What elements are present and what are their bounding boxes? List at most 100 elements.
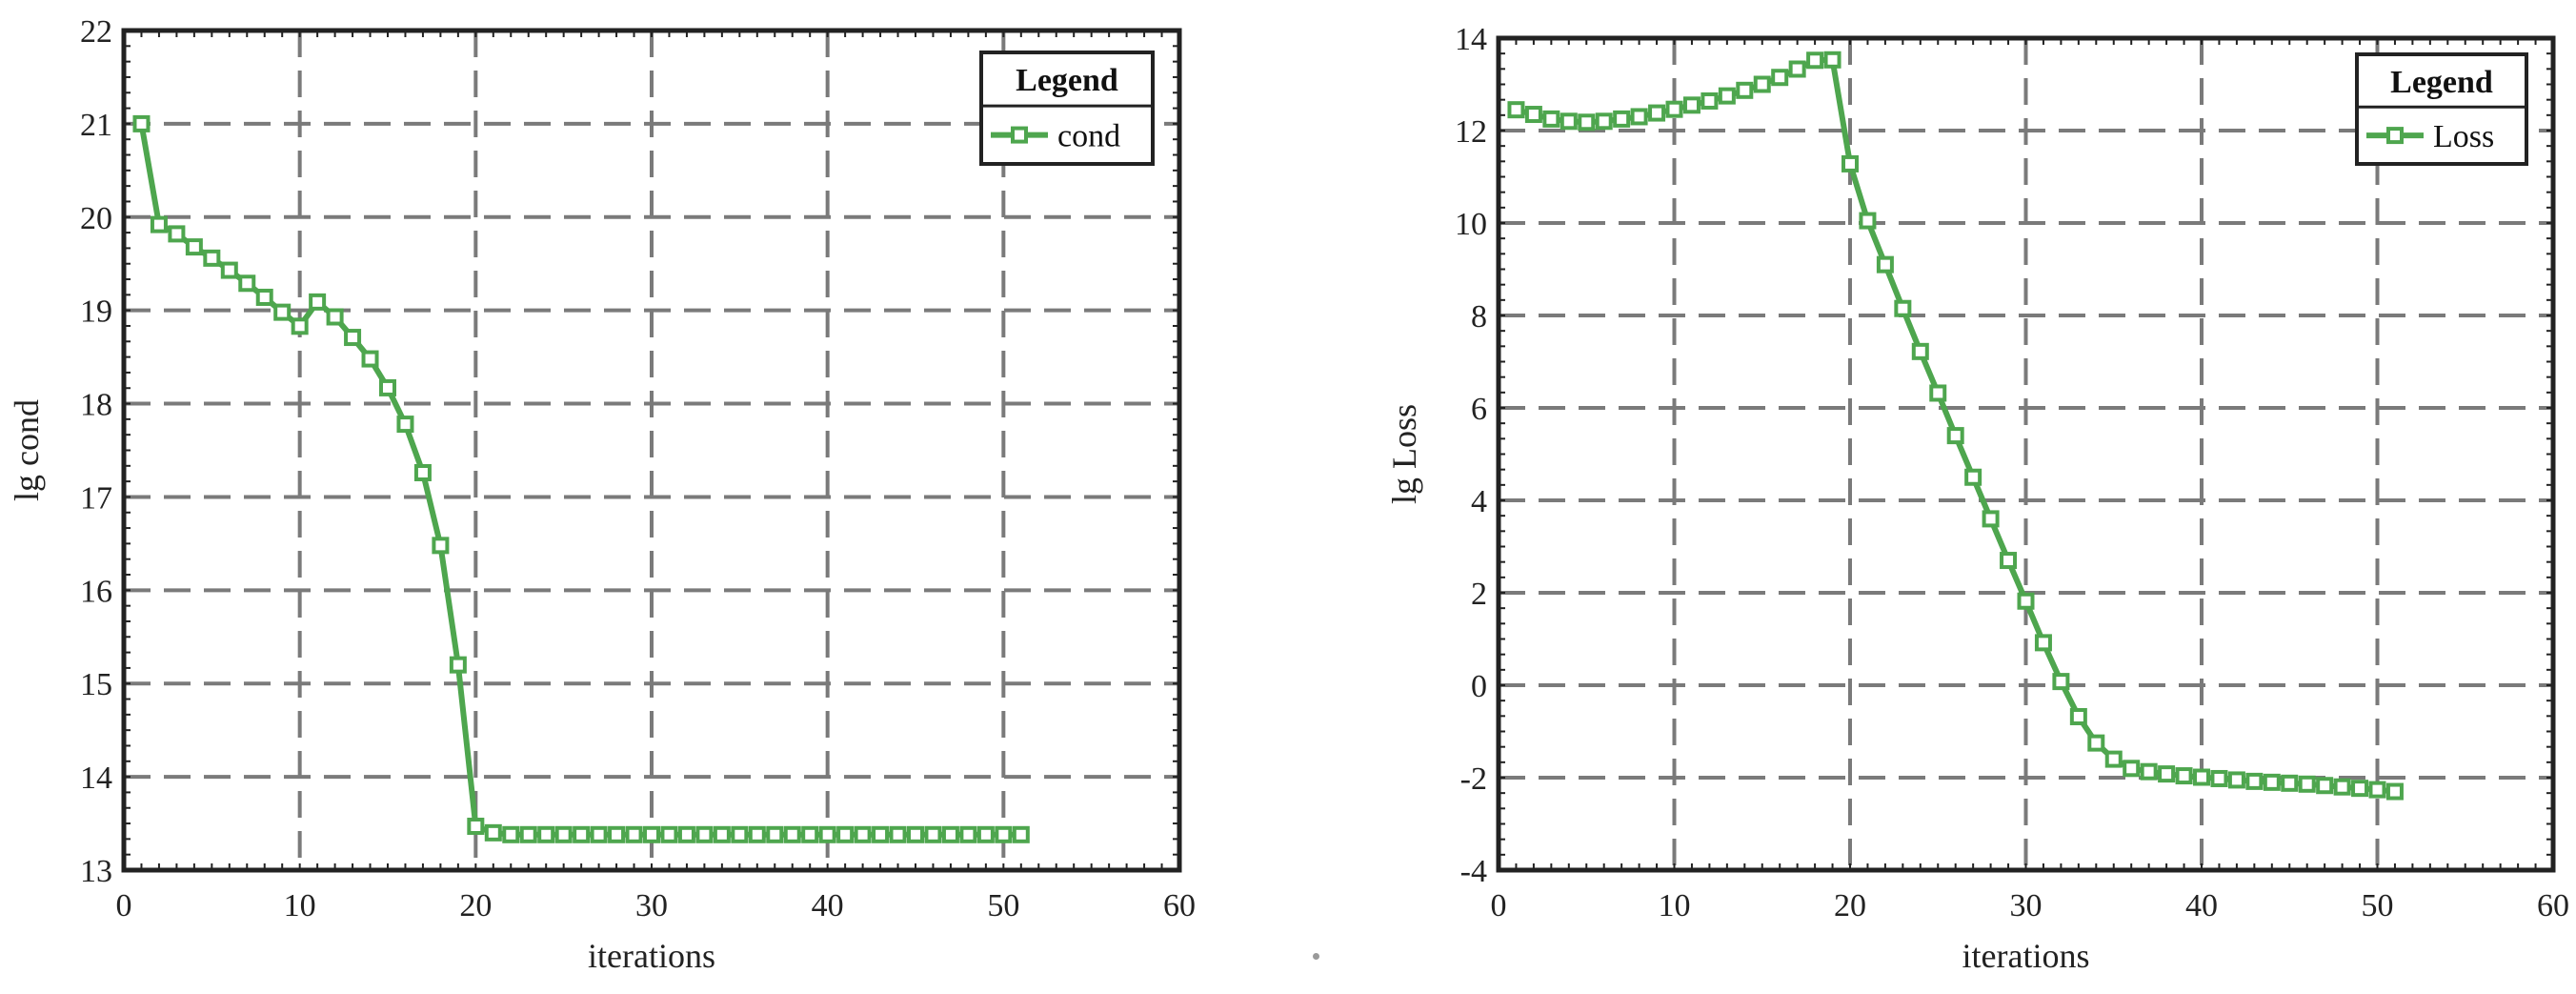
stray-dot: [1313, 953, 1319, 960]
data-point: [484, 823, 502, 842]
data-point: [309, 293, 327, 311]
data-point: [1946, 427, 1964, 445]
x-tick-label: 50: [987, 888, 1019, 923]
x-tick-label: 10: [1659, 888, 1691, 923]
x-tick-label: 20: [459, 888, 492, 923]
data-point: [361, 350, 379, 368]
y-tick-label: 8: [1471, 299, 1487, 335]
x-axis-label: iterations: [1962, 937, 2090, 975]
data-point: [608, 825, 626, 843]
data-point: [1718, 87, 1736, 105]
data-point: [168, 225, 186, 243]
data-point: [660, 825, 678, 843]
data-point: [2245, 772, 2264, 790]
data-point: [590, 825, 608, 843]
y-tick-label: 16: [80, 574, 112, 609]
y-tick-label: 0: [1471, 669, 1487, 704]
data-point: [1560, 112, 1578, 131]
y-tick-label: -4: [1460, 854, 1487, 889]
data-point: [959, 825, 977, 843]
data-point: [2210, 769, 2228, 787]
data-point: [677, 825, 695, 843]
data-point: [731, 825, 749, 843]
data-point: [2263, 773, 2281, 791]
x-tick-label: 0: [1491, 888, 1507, 923]
data-point: [273, 303, 292, 321]
y-tick-label: 10: [1455, 207, 1487, 242]
y-axis-label: lg cond: [8, 399, 46, 501]
data-point: [1736, 81, 1754, 99]
data-point: [1964, 468, 1982, 486]
data-point: [854, 825, 872, 843]
x-axis-label: iterations: [588, 937, 715, 975]
data-point: [2087, 734, 2105, 752]
data-point: [1701, 91, 1719, 110]
series-line: [138, 123, 1021, 838]
x-tick-label: 10: [284, 888, 316, 923]
data-point: [2158, 765, 2176, 783]
data-point: [766, 825, 784, 843]
data-point: [1859, 212, 1877, 230]
data-point: [1894, 299, 1912, 317]
y-tick-label: 6: [1471, 392, 1487, 427]
x-tick-label: 20: [1834, 888, 1866, 923]
data-point: [255, 288, 273, 306]
data-point: [643, 825, 660, 843]
data-point: [396, 416, 414, 434]
data-point: [502, 825, 520, 843]
y-tick-label: 19: [80, 294, 112, 330]
x-tick-label: 30: [635, 888, 668, 923]
y-tick-label: 22: [80, 14, 112, 50]
y-tick-label: 2: [1471, 577, 1487, 612]
data-point: [2123, 760, 2141, 778]
data-point: [2104, 750, 2123, 768]
data-point: [1665, 100, 1683, 118]
data-point: [326, 308, 344, 326]
data-point: [1648, 104, 1666, 122]
y-axis-label: lg Loss: [1385, 404, 1423, 504]
legend-box: [2355, 52, 2528, 166]
y-tick-label: 14: [80, 761, 112, 796]
data-point: [1595, 112, 1613, 131]
data-point: [519, 825, 537, 843]
legend: Legend Loss: [2355, 52, 2528, 166]
x-tick-label: 0: [116, 888, 132, 923]
data-point: [2385, 782, 2404, 801]
series-line: [1515, 56, 2396, 795]
x-tick-label: 50: [2362, 888, 2394, 923]
data-point: [2140, 762, 2158, 781]
data-point: [379, 378, 396, 396]
data-point: [1911, 342, 1929, 360]
data-point: [1613, 110, 1631, 128]
data-point: [1771, 69, 1789, 87]
data-point: [1806, 51, 1824, 70]
legend-title: Legend: [2390, 65, 2493, 100]
data-point: [432, 537, 450, 555]
data-point: [2069, 707, 2087, 725]
data-point: [413, 463, 432, 481]
data-point: [2175, 767, 2193, 785]
data-point: [1788, 60, 1806, 78]
data-point: [836, 825, 855, 843]
x-tick-label: 60: [2537, 888, 2569, 923]
data-point: [2017, 592, 2035, 610]
legend-title: Legend: [1016, 63, 1118, 98]
data-point: [2316, 777, 2334, 795]
data-point: [554, 825, 573, 843]
data-point: [449, 656, 467, 674]
data-point: [2193, 768, 2210, 786]
y-tick-label: 13: [80, 854, 112, 889]
data-point: [1982, 510, 2000, 528]
y-tick-label: 17: [80, 480, 112, 516]
data-point: [220, 261, 238, 279]
data-point: [907, 825, 924, 843]
data-point: [1524, 106, 1542, 124]
legend-marker: [1011, 126, 1028, 144]
x-tick-label: 40: [812, 888, 844, 923]
data-point: [185, 238, 203, 256]
x-tick-label: 60: [1163, 888, 1196, 923]
data-point: [2052, 673, 2070, 691]
y-tick-label: -2: [1460, 761, 1487, 797]
data-point: [1841, 154, 1859, 172]
